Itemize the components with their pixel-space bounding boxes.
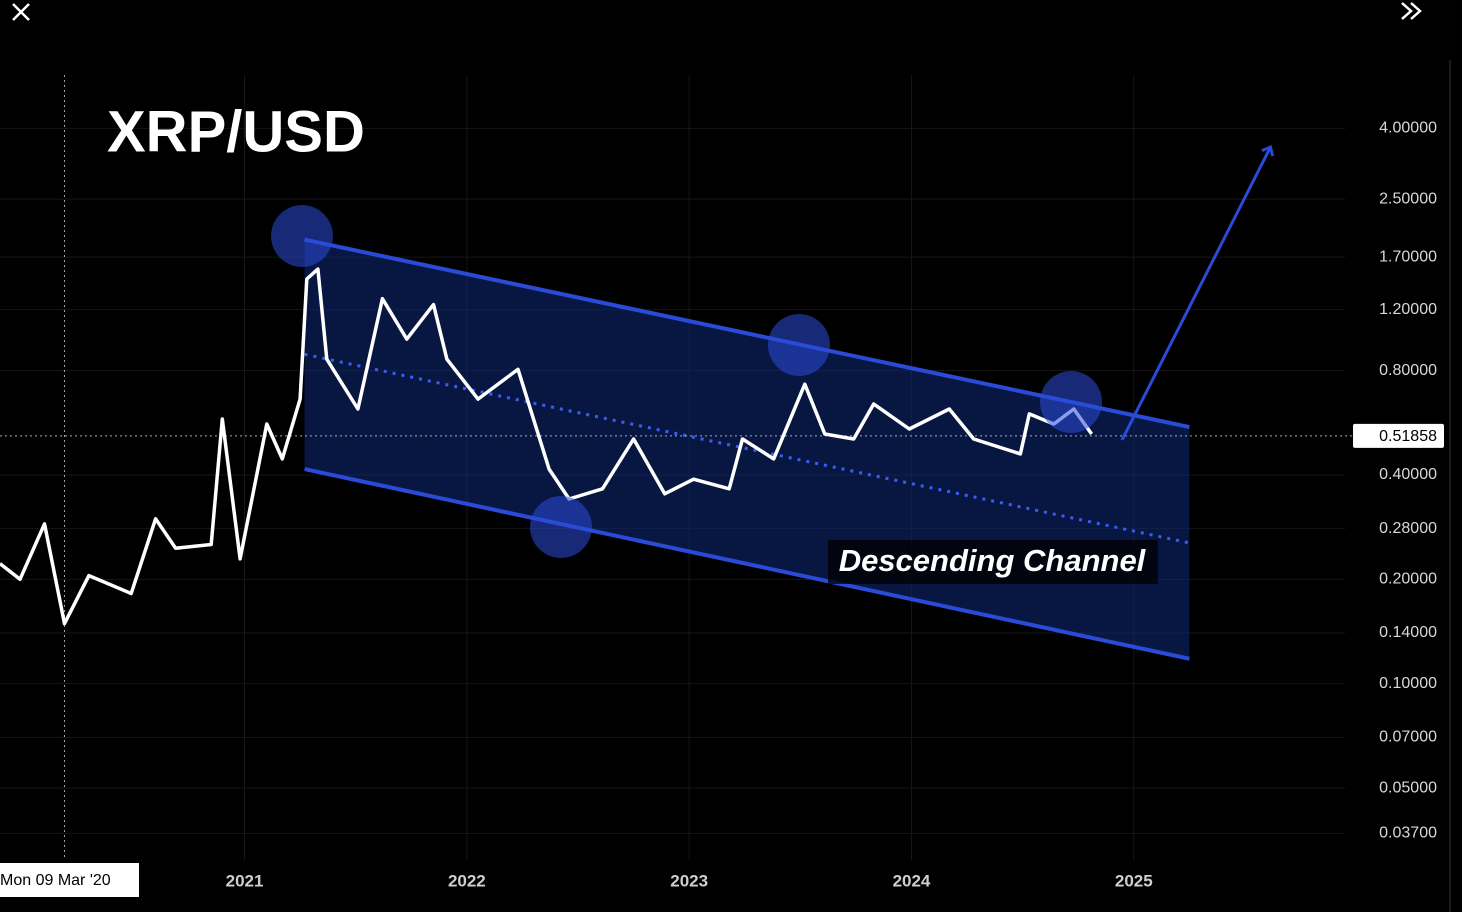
expand-icon[interactable]: [1401, 2, 1422, 20]
channel-label: Descending Channel: [839, 543, 1147, 578]
touch-circle: [271, 205, 333, 267]
channel-lower: [304, 467, 1190, 661]
touch-circle: [1040, 371, 1102, 433]
channel-midline: [304, 352, 1190, 545]
x-tick-label: 2023: [670, 871, 708, 890]
x-tick-label: 2022: [448, 871, 486, 890]
y-tick-label: 0.03700: [1379, 825, 1437, 842]
y-tick-label: 2.50000: [1379, 190, 1437, 207]
y-tick-label: 0.28000: [1379, 520, 1437, 537]
chart-title: XRP/USD: [107, 99, 365, 164]
axes: 0.03700 0.05000 0.07000 0.10000 0.14000 0.200…: [0, 60, 1451, 912]
price-line: [0, 267, 1094, 626]
breakout-arrow: [1120, 148, 1270, 441]
y-tick-label: 0.80000: [1379, 362, 1437, 379]
y-tick-label: 0.10000: [1379, 675, 1437, 692]
x-tick-label: 2025: [1115, 871, 1153, 890]
channel-label-bg: [828, 540, 1158, 584]
channel: Descending Channel: [304, 237, 1190, 661]
y-tick-label: 0.20000: [1379, 571, 1437, 588]
y-tick-label: 0.05000: [1379, 779, 1437, 796]
date-label-bg: [0, 863, 139, 897]
close-icon[interactable]: [12, 3, 30, 21]
x-tick-label: 2024: [893, 871, 931, 890]
y-tick-label: 4.00000: [1379, 120, 1437, 137]
touch-circle: [768, 314, 830, 376]
price-label: 0.51858: [1379, 428, 1437, 445]
price-label-bg: [1353, 423, 1444, 448]
highlights: [271, 205, 1102, 558]
y-tick-label: 1.70000: [1379, 248, 1437, 265]
x-tick-label: 2021: [226, 871, 264, 890]
y-tick-label: 0.14000: [1379, 624, 1437, 641]
y-tick-label: 1.20000: [1379, 301, 1437, 318]
marks: [0, 75, 1352, 860]
y-tick-label: 0.40000: [1379, 466, 1437, 483]
touch-circle: [530, 496, 592, 558]
y-tick-label: 0.07000: [1379, 729, 1437, 746]
date-label: Mon 09 Mar '20: [0, 872, 111, 889]
